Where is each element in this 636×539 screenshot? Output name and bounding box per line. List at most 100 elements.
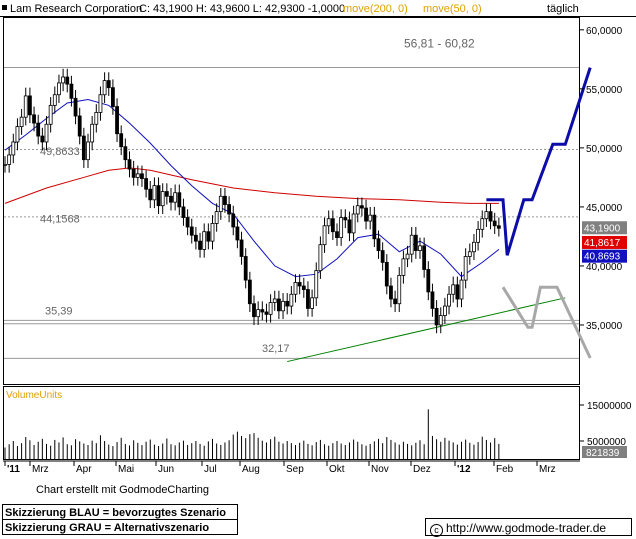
candle-body: [459, 279, 464, 300]
level-label-2: 44,1568: [40, 213, 80, 225]
candle-body: [173, 192, 178, 203]
candle-body: [447, 293, 451, 307]
candle-body: [115, 106, 119, 135]
candle-body: [160, 191, 165, 207]
candle-body: [94, 112, 99, 125]
candle-body: [343, 217, 348, 221]
candle-body: [484, 211, 489, 220]
candle-body: [247, 279, 252, 305]
candle-body: [376, 238, 381, 251]
candle-body: [148, 188, 153, 201]
x-tick-label-7: Sep: [286, 464, 304, 475]
y-tick-label-3: 45,0000: [586, 203, 623, 214]
candle-body: [198, 240, 202, 250]
candle-body: [496, 225, 501, 229]
candle-body: [202, 231, 207, 250]
candle-body: [339, 217, 344, 239]
candle-body: [102, 80, 107, 96]
candle-body: [293, 282, 298, 295]
candle-body: [438, 315, 443, 326]
candle-body: [135, 173, 140, 178]
volume-bars: [4, 409, 500, 459]
y-tick-label-4: 40,0000: [586, 262, 623, 273]
candle-body: [476, 228, 481, 243]
candle-body: [239, 239, 244, 257]
candle-body: [372, 214, 377, 240]
candle-body: [144, 178, 149, 190]
candle-body: [164, 191, 169, 197]
candle-body: [15, 126, 20, 143]
candle-body: [359, 205, 364, 209]
candle-body: [272, 298, 277, 303]
candle-body: [281, 300, 285, 312]
candle-body: [451, 284, 456, 295]
candle-body: [397, 274, 402, 305]
candle-body: [393, 298, 398, 305]
candle-body: [252, 303, 256, 318]
candle-body: [69, 83, 74, 99]
candle-body: [19, 116, 24, 128]
volume-last-badge: [582, 446, 627, 458]
candle-body: [467, 251, 472, 257]
legend-grey: Skizzierung GRAU = Alternativszenario: [2, 519, 238, 535]
candle-body: [7, 154, 12, 165]
candle-body: [310, 297, 315, 309]
candle-body: [434, 308, 439, 326]
candle-body: [169, 195, 173, 203]
candle-body: [322, 225, 327, 246]
candle-body: [384, 261, 389, 287]
candle-body: [409, 234, 414, 255]
ma50-legend: move(50, 0): [423, 3, 482, 15]
x-tick-label-1: Mrz: [32, 464, 49, 475]
x-tick-label-11: '12: [457, 464, 471, 475]
candle-body: [214, 211, 219, 224]
candle-body: [152, 185, 157, 201]
price-badge-label-2: 40,8693: [584, 252, 621, 263]
candle-body: [347, 219, 352, 234]
ma200-legend: move(200, 0): [343, 3, 408, 15]
candle-body: [463, 256, 468, 281]
ma200-line: [4, 167, 499, 204]
x-tick-label-6: Aug: [242, 464, 260, 475]
candle-body: [27, 95, 32, 116]
level-label-4: 32,17: [262, 343, 290, 355]
candle-body: [455, 284, 460, 300]
candle-body: [297, 282, 302, 287]
x-tick-label-9: Nov: [371, 464, 389, 475]
candle-body: [223, 195, 227, 205]
candle-body: [430, 291, 435, 309]
candle-body: [210, 223, 215, 242]
volume-last-label: 821839: [586, 448, 620, 459]
candle-body: [368, 214, 373, 222]
candle-body: [285, 300, 290, 307]
support-trendline: [287, 297, 566, 363]
candle-body: [127, 159, 132, 170]
x-tick-label-0: '11: [7, 464, 20, 475]
x-tick-label-13: Mrz: [539, 464, 556, 475]
candle-body: [23, 95, 28, 118]
candle-body: [131, 168, 136, 178]
price-badge-0: [582, 221, 627, 235]
level-label-0: 56,81 - 60,82: [404, 37, 475, 51]
chart-header: Lam Research Corporation C: 43,1900 H: 4…: [2, 3, 579, 15]
candle-body: [326, 218, 331, 227]
candle-body: [123, 146, 128, 161]
candle-body: [181, 206, 186, 218]
candle-body: [330, 218, 335, 233]
price-badges: 43,1900 41,8617 40,8693: [582, 221, 627, 263]
x-tick-label-8: Okt: [329, 464, 345, 475]
candle-body: [472, 241, 476, 253]
candle-body: [355, 205, 360, 215]
candle-body: [227, 204, 232, 215]
candle-body: [289, 293, 294, 307]
candle-body: [243, 256, 248, 281]
candle-body: [418, 245, 422, 251]
candle-body: [405, 253, 410, 260]
website-link[interactable]: c http://www.godmode-trader.de: [425, 518, 632, 537]
candle-body: [44, 123, 49, 143]
x-tick-label-2: Apr: [76, 464, 92, 475]
candle-body: [48, 104, 53, 125]
candle-body: [98, 94, 103, 113]
candle-body: [413, 234, 418, 251]
